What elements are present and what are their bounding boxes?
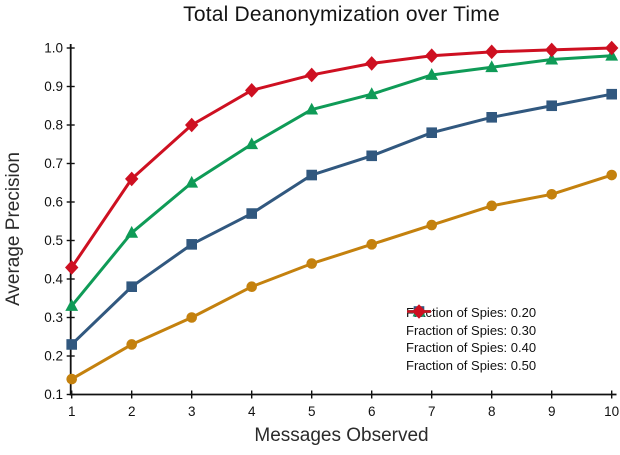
legend-item: Fraction of Spies: 0.40 [406,304,537,357]
legend: Fraction of Spies: 0.20 Fraction of Spies… [406,304,536,374]
svg-text:0.2: 0.2 [44,349,63,364]
svg-text:1: 1 [68,404,76,419]
x-axis-label: Messages Observed [254,425,429,446]
series [65,40,619,275]
data-series [65,40,619,385]
svg-text:0.6: 0.6 [44,195,63,210]
svg-text:0.8: 0.8 [44,118,63,133]
axes [69,44,617,396]
svg-text:8: 8 [488,404,496,419]
svg-text:2: 2 [128,404,136,419]
series [66,169,617,385]
svg-text:0.5: 0.5 [44,233,63,248]
svg-text:9: 9 [548,404,556,419]
svg-text:5: 5 [308,404,316,419]
svg-text:0.9: 0.9 [44,79,63,94]
svg-text:10: 10 [604,404,619,419]
legend-label: Fraction of Spies: 0.50 [406,357,537,373]
svg-text:0.7: 0.7 [44,156,63,171]
legend-label: Fraction of Spies: 0.40 [406,340,537,356]
svg-text:7: 7 [428,404,436,419]
series [65,48,619,311]
svg-text:1.0: 1.0 [44,41,63,56]
chart-title: Total Deanonymization over Time [183,3,500,26]
legend-label: Fraction of Spies: 0.20 [406,305,537,321]
legend-item: Fraction of Spies: 0.30 [406,306,537,340]
series [66,88,617,350]
axis-ticks [66,47,613,399]
legend-label: Fraction of Spies: 0.30 [406,322,537,338]
axis-tick-labels: 0.1 0.2 0.3 0.4 0.5 0.6 0.7 0.8 0.9 1.0 1 2 3 4 5 6 7 8 9 1… [44,41,619,419]
svg-text:3: 3 [188,404,196,419]
svg-text:0.1: 0.1 [44,387,63,402]
legend-marker-icon [407,304,431,319]
svg-text:6: 6 [368,404,376,419]
legend-item: Fraction of Spies: 0.50 [406,304,537,375]
svg-text:4: 4 [248,404,256,419]
svg-text:0.3: 0.3 [44,310,63,325]
svg-text:0.4: 0.4 [44,272,63,287]
